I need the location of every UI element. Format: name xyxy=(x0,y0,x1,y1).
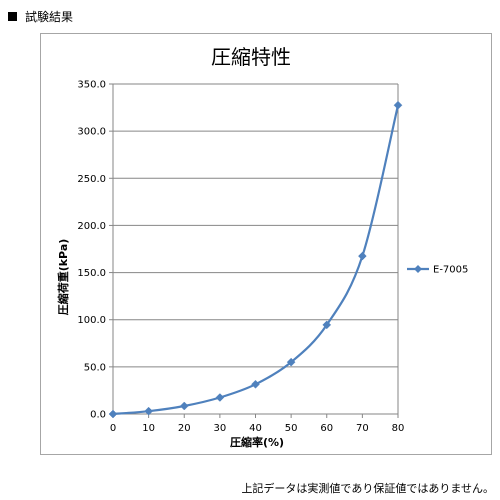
data-point xyxy=(251,379,260,389)
x-tick-label: 80 xyxy=(392,423,405,434)
section-title: 試験結果 xyxy=(25,9,74,24)
black-square-icon xyxy=(8,11,17,21)
x-axis-label: 圧縮率(%) xyxy=(230,435,284,449)
section-header: 試験結果 xyxy=(8,8,73,24)
x-tick-label: 70 xyxy=(356,423,369,434)
series-line xyxy=(112,104,400,416)
x-tick-label: 40 xyxy=(249,423,262,434)
data-point xyxy=(322,320,332,330)
x-tick-label: 30 xyxy=(214,423,227,434)
y-tick-label: 150.0 xyxy=(77,268,106,279)
chart-area: 圧縮特性 圧縮荷重(kPa) 圧縮率(%) 0.0 50.0 100.0 150.0 2… xyxy=(40,33,492,455)
y-tick-label: 200.0 xyxy=(77,221,106,232)
y-tick-label: 100.0 xyxy=(77,315,106,326)
y-tick-label: 250.0 xyxy=(77,174,106,185)
x-tick-label: 10 xyxy=(142,423,155,434)
y-tick-label: 350.0 xyxy=(77,80,106,91)
y-tick-label: 50.0 xyxy=(84,362,106,373)
legend-marker xyxy=(414,265,422,273)
data-point xyxy=(144,406,153,416)
x-tick-label: 20 xyxy=(178,423,191,434)
data-point xyxy=(179,401,189,411)
disclaimer-note: 上記データは実測値であり保証値ではありません。 xyxy=(241,482,494,495)
x-tick-label: 50 xyxy=(285,423,298,434)
data-point xyxy=(108,409,118,419)
data-point xyxy=(286,357,296,367)
y-tick-label: 0.0 xyxy=(90,410,106,421)
data-point xyxy=(358,251,367,261)
data-point xyxy=(215,393,225,402)
y-axis-label: 圧縮荷重(kPa) xyxy=(56,239,70,316)
compression-chart: 圧縮特性 圧縮荷重(kPa) 圧縮率(%) 0.0 50.0 100.0 150.0 2… xyxy=(56,45,468,449)
x-tick-label: 60 xyxy=(320,423,333,434)
legend-label: E-7005 xyxy=(433,265,468,276)
chart-title: 圧縮特性 xyxy=(211,45,291,69)
data-point xyxy=(393,100,403,110)
x-tick-label: 0 xyxy=(110,423,116,434)
y-tick-label: 300.0 xyxy=(77,127,106,138)
